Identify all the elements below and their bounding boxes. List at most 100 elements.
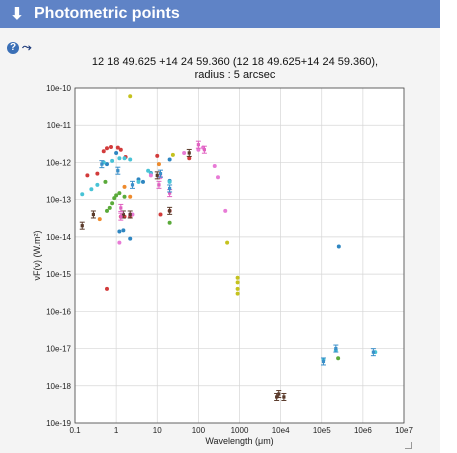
x-tick-label: 10e4: [272, 426, 290, 435]
data-point: [371, 350, 375, 354]
data-point: [212, 164, 217, 169]
data-point: [128, 212, 132, 217]
data-point: [336, 244, 341, 249]
data-point: [119, 215, 123, 219]
y-tick-label: 10e-11: [47, 121, 72, 130]
data-point: [115, 145, 120, 150]
plot-toolbar: ? ⤳: [7, 40, 32, 55]
x-tick-label: 10e7: [395, 426, 413, 435]
data-point: [114, 150, 119, 155]
plot-title-line1: 12 18 49.625 +14 24 59.360 (12 18 49.625…: [91, 56, 379, 68]
data-point: [95, 171, 100, 176]
data-point: [148, 173, 153, 178]
data-point: [119, 206, 123, 210]
x-tick-label: 10e5: [313, 426, 331, 435]
data-point: [101, 149, 106, 154]
data-point: [196, 147, 201, 152]
data-point: [167, 157, 172, 162]
data-point: [235, 275, 240, 280]
data-point: [157, 183, 161, 187]
data-point: [128, 94, 133, 99]
data-point: [80, 192, 85, 197]
help-icon[interactable]: ?: [7, 41, 19, 54]
data-point: [168, 209, 172, 213]
data-point: [235, 291, 240, 296]
data-point: [235, 286, 240, 291]
data-point: [114, 193, 119, 198]
data-point: [128, 157, 133, 162]
data-point: [103, 179, 108, 184]
data-point: [105, 146, 110, 151]
y-tick-label: 10e-14: [46, 233, 71, 242]
data-point: [121, 228, 126, 233]
data-point: [128, 236, 133, 241]
y-tick-label: 10e-15: [46, 270, 71, 279]
section-header[interactable]: ⬇ Photometric points: [0, 0, 440, 28]
data-point: [107, 205, 112, 210]
data-point: [215, 175, 220, 180]
data-point: [105, 208, 110, 213]
y-tick-label: 10e-16: [46, 307, 71, 316]
data-point: [202, 148, 206, 152]
data-point: [80, 224, 84, 228]
data-point: [118, 147, 123, 152]
y-tick-label: 10e-18: [46, 382, 71, 391]
data-point: [122, 184, 127, 189]
data-point: [334, 346, 338, 351]
data-point: [282, 395, 286, 399]
data-point: [182, 150, 187, 155]
y-tick-label: 10e-10: [46, 84, 71, 93]
data-point: [187, 156, 192, 161]
data-point: [110, 201, 115, 206]
section-title: Photometric points: [34, 5, 180, 22]
data-point: [121, 212, 125, 217]
data-point: [321, 359, 326, 364]
data-point: [168, 186, 172, 191]
plot-frame: [74, 87, 405, 424]
data-point: [95, 182, 100, 187]
plot-title-line2: radius : 5 arcsec: [194, 69, 276, 81]
data-point: [168, 191, 172, 195]
plot-title: 12 18 49.625 +14 24 59.360 (12 18 49.625…: [70, 56, 400, 82]
data-point: [85, 173, 90, 178]
data-point: [156, 162, 161, 167]
down-arrow-icon[interactable]: ⬇: [10, 6, 24, 23]
x-tick-label: 1000: [231, 426, 249, 435]
y-tick-label: 10e-13: [46, 196, 71, 205]
data-point: [235, 280, 240, 285]
x-tick-label: 10e6: [354, 426, 372, 435]
x-tick-label: 100: [192, 426, 206, 435]
data-point: [122, 156, 127, 161]
x-tick-label: 10: [153, 426, 162, 435]
y-axis-label: νF(ν) (W.m²): [32, 231, 42, 281]
data-point: [167, 220, 172, 225]
data-point: [89, 187, 94, 192]
x-tick-label: 0.1: [69, 426, 81, 435]
data-point: [196, 143, 200, 147]
data-point: [122, 194, 127, 199]
data-point: [117, 229, 122, 234]
data-point: [146, 168, 151, 173]
data-point: [136, 179, 141, 184]
data-point: [117, 191, 122, 196]
data-point: [130, 183, 135, 187]
data-point: [336, 356, 341, 361]
data-point: [97, 217, 102, 222]
data-point: [105, 162, 110, 167]
data-point: [117, 156, 122, 161]
data-point: [108, 144, 113, 149]
y-tick-label: 10e-19: [46, 419, 71, 428]
data-point: [140, 179, 145, 184]
graph-settings-icon[interactable]: ⤳: [22, 40, 32, 54]
data-point: [100, 162, 104, 166]
data-point: [117, 240, 122, 245]
resize-handle[interactable]: [405, 442, 412, 449]
data-point: [155, 153, 160, 158]
data-point: [110, 158, 115, 163]
data-point: [128, 194, 133, 199]
data-point: [225, 240, 230, 245]
data-point: [105, 286, 110, 291]
data-point: [155, 173, 159, 177]
data-point: [223, 208, 228, 213]
